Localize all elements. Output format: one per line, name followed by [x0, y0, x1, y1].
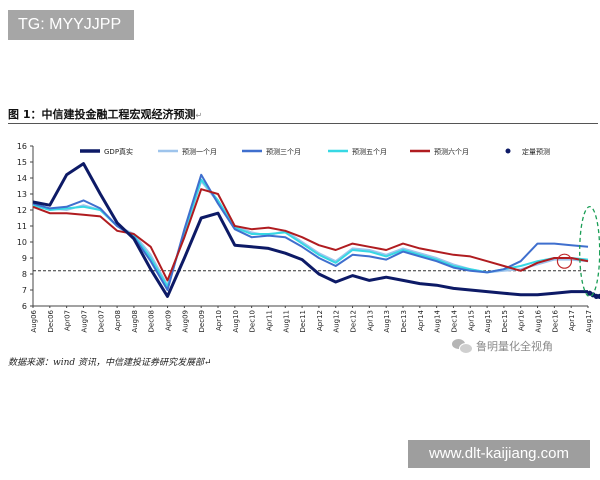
watermark: 鲁明量化全视角	[452, 338, 553, 354]
x-tick-label: Apr14	[417, 309, 425, 331]
y-tick-label: 8	[22, 270, 27, 279]
y-tick-label: 10	[17, 238, 27, 247]
watermark-text: 鲁明量化全视角	[476, 340, 553, 353]
x-tick-label: Apr07	[64, 310, 72, 331]
x-tick-label: Apr17	[568, 310, 576, 331]
x-tick-label: Dec09	[198, 310, 206, 332]
x-tick-label: Aug10	[232, 310, 240, 333]
x-tick-label: Dec06	[47, 309, 55, 332]
x-tick-label: Apr15	[467, 310, 475, 331]
wechat-icon	[452, 339, 473, 354]
x-tick-label: Apr09	[165, 310, 173, 331]
x-tick-label: Dec14	[450, 309, 458, 332]
x-tick-label: Aug07	[80, 310, 88, 333]
x-tick-label: Aug06	[30, 309, 38, 332]
legend-marker	[505, 148, 511, 154]
legend-label: 预测三个月	[266, 147, 301, 156]
y-tick-label: 12	[17, 206, 27, 215]
x-tick-label: Aug12	[333, 310, 341, 333]
y-tick-label: 6	[22, 302, 27, 311]
scatter-point	[597, 293, 600, 299]
x-tick-label: Dec08	[148, 310, 156, 332]
return-mark-icon: ↵	[195, 111, 203, 120]
series-line-2	[32, 173, 589, 291]
legend-label: 定量预测	[522, 147, 550, 156]
x-tick-label: Apr10	[215, 310, 223, 331]
title-divider	[8, 123, 598, 124]
series-line-0	[32, 162, 588, 298]
y-tick-label: 15	[17, 158, 27, 167]
legend-label: 预测五个月	[352, 147, 387, 156]
line-chart: 6 7 8 9 10 11 12 13 14 15 16 Aug06 Dec06 Apr07 Aug07 De…	[17, 142, 600, 333]
x-tick-label: Dec13	[400, 310, 408, 332]
tg-badge: TG: MYYJJPP	[8, 10, 134, 40]
highlight-circle	[556, 253, 573, 269]
y-tick-label: 13	[17, 190, 27, 199]
y-tick-label: 9	[22, 254, 27, 263]
x-tick-label: Dec15	[501, 310, 509, 332]
x-tick-label: Apr13	[366, 310, 374, 331]
x-tick-label: Aug15	[484, 310, 492, 333]
x-tick-label: Aug16	[535, 309, 543, 332]
url-badge: www.dlt-kaijiang.com	[408, 440, 590, 468]
figure-title: 图 1：中信建投金融工程宏观经济预测↵	[8, 106, 202, 122]
x-tick-label: Aug09	[181, 310, 189, 333]
x-tick-label: Apr16	[518, 309, 526, 331]
x-tick-label: Dec11	[299, 310, 307, 332]
y-tick-label: 16	[17, 142, 27, 151]
x-tick-label: Aug08	[131, 310, 139, 333]
y-tick-label: 14	[17, 174, 27, 183]
legend-label: GDP真实	[104, 147, 133, 156]
legend-label: 预测一个月	[182, 147, 217, 156]
source-note: 数据来源：wind 资讯，中信建投证券研究发展部↵	[8, 358, 212, 368]
x-tick-label: Dec16	[551, 309, 559, 332]
highlight-ellipse	[579, 205, 600, 298]
y-tick-label: 11	[17, 222, 27, 231]
x-tick-label: Dec07	[97, 310, 105, 332]
x-tick-label: Apr11	[265, 310, 273, 331]
x-tick-label: Aug13	[383, 310, 391, 333]
x-tick-label: Aug14	[434, 309, 442, 332]
x-tick-label: Dec12	[350, 310, 358, 332]
figure-title-text: 图 1：中信建投金融工程宏观经济预测	[8, 108, 196, 121]
chart-container: 6 7 8 9 10 11 12 13 14 15 16 Aug06 Dec06 Apr07 Aug07 De…	[0, 126, 600, 356]
x-tick-label: Apr12	[316, 310, 324, 331]
x-tick-label: Dec10	[249, 310, 257, 332]
legend-label: 预测六个月	[434, 147, 469, 156]
y-tick-label: 7	[22, 286, 27, 295]
x-tick-label: Aug17	[585, 310, 593, 333]
x-tick-label: Apr08	[114, 310, 122, 331]
x-tick-label: Aug11	[282, 310, 290, 333]
